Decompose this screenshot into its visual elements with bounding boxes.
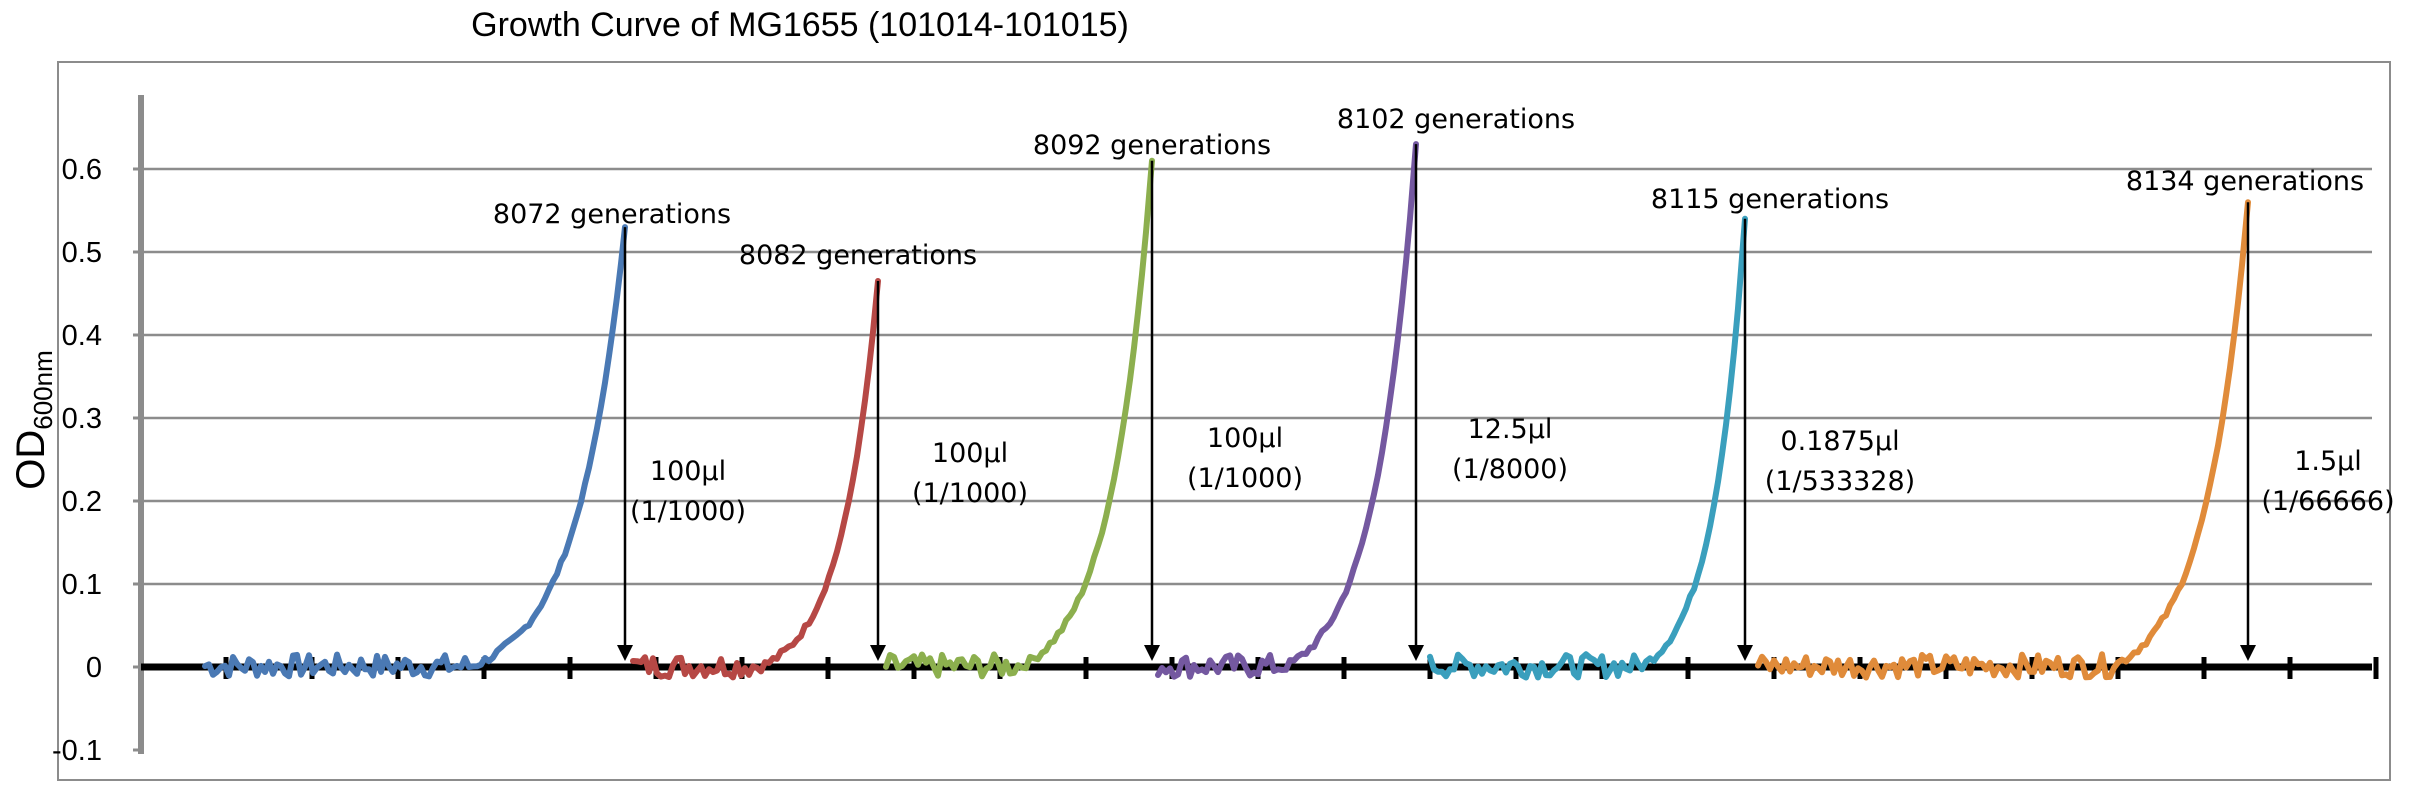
y-tick-label: 0.5 <box>62 237 102 269</box>
generations-label: 8115 generations <box>1651 184 1889 215</box>
growth-curve-series <box>1755 199 2251 681</box>
y-tick-label: -0.1 <box>52 735 102 767</box>
y-tick-label: 0.4 <box>62 320 102 352</box>
y-tick-label: 0.2 <box>62 486 102 518</box>
growth-curve-series <box>630 278 881 681</box>
transfer-arrowhead <box>1408 645 1424 661</box>
transfer-volume-label: 1.5μl <box>2294 446 2362 477</box>
generations-label: 8102 generations <box>1337 104 1575 135</box>
dilution-label: (1/1000) <box>630 496 746 527</box>
generations-label: 8072 generations <box>493 199 731 230</box>
growth-curve-series <box>1427 215 1748 681</box>
growth-curve-series <box>202 224 628 680</box>
y-tick-label: 0 <box>86 652 102 684</box>
y-axis: -0.1 0 0.1 0.2 0.3 0.4 0.5 0.6 <box>52 95 144 767</box>
transfer-arrowhead <box>1737 645 1753 661</box>
y-axis-label: OD600nm <box>9 350 58 490</box>
generations-label: 8092 generations <box>1033 130 1271 161</box>
growth-curve-series <box>1155 141 1419 680</box>
transfer-volume-label: 12.5μl <box>1468 414 1553 445</box>
transfer-arrowhead <box>1144 645 1160 661</box>
y-tick-label: 0.6 <box>62 154 102 186</box>
dilution-label: (1/8000) <box>1452 454 1568 485</box>
transfer-volume-label: 100μl <box>650 456 726 487</box>
transfer-arrowhead <box>870 645 886 661</box>
annotations: 8072 generations 100μl (1/1000) 8082 genera… <box>493 104 2395 661</box>
growth-curve-series <box>883 157 1155 680</box>
dilution-label: (1/1000) <box>912 478 1028 509</box>
transfer-volume-label: 100μl <box>1207 423 1283 454</box>
generations-label: 8082 generations <box>739 240 977 271</box>
dilution-label: (1/533328) <box>1765 466 1915 497</box>
chart-title: Growth Curve of MG1655 (101014-101015) <box>471 6 1129 44</box>
gridlines <box>141 167 2372 586</box>
y-tick-label: 0.1 <box>62 569 102 601</box>
y-tick-label: 0.3 <box>62 403 102 435</box>
transfer-arrowhead <box>2240 645 2256 661</box>
growth-curves <box>202 141 2251 681</box>
transfer-arrowhead <box>617 645 633 661</box>
transfer-volume-label: 100μl <box>932 438 1008 469</box>
y-axis-label-main: OD <box>9 430 53 490</box>
dilution-label: (1/66666) <box>2261 486 2394 517</box>
y-axis-label-subscript: 600nm <box>28 350 58 430</box>
dilution-label: (1/1000) <box>1187 463 1303 494</box>
transfer-volume-label: 0.1875μl <box>1780 426 1899 457</box>
generations-label: 8134 generations <box>2126 166 2364 197</box>
